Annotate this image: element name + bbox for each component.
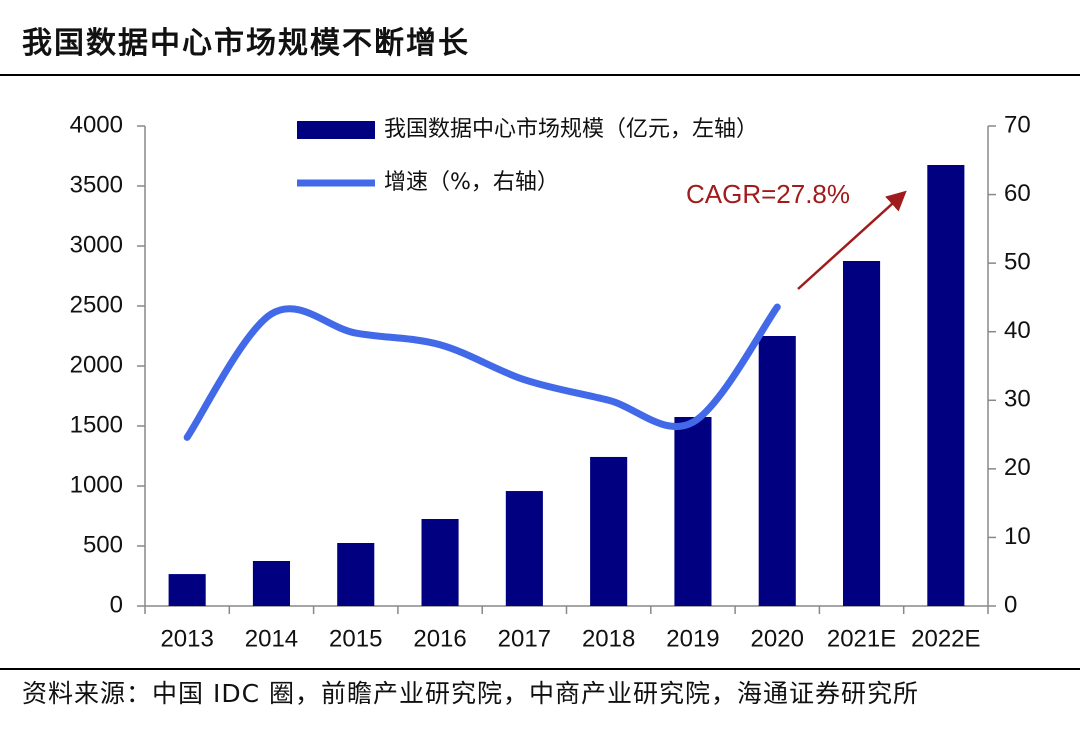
x-tick-label: 2020 (751, 625, 804, 652)
bar (843, 261, 881, 606)
y-tick-label: 500 (83, 531, 123, 558)
bar (758, 336, 796, 606)
growth-line (183, 303, 781, 441)
y2-tick-label: 60 (1004, 180, 1031, 207)
y2-tick-label: 0 (1004, 591, 1017, 618)
x-tick-label: 2021E (827, 625, 896, 652)
x-tick-label: 2018 (582, 625, 635, 652)
y-tick-label: 1500 (70, 411, 123, 438)
source-note: 资料来源：中国 IDC 圈，前瞻产业研究院，中商产业研究院，海通证券研究所 (22, 679, 919, 708)
bar (505, 491, 543, 606)
x-tick-label: 2014 (245, 625, 298, 652)
legend-label: 增速（%，右轴） (384, 170, 559, 195)
y2-tick-label: 50 (1004, 248, 1031, 275)
bar (590, 456, 628, 606)
annotation-arrow (797, 190, 907, 290)
y2-tick-label: 70 (1004, 111, 1031, 138)
x-tick-label: 2015 (329, 625, 382, 652)
y-tick-label: 3000 (70, 231, 123, 258)
bar (421, 519, 459, 606)
y-tick-label: 1000 (70, 471, 123, 498)
x-tick-label: 2017 (498, 625, 551, 652)
y-tick-label: 0 (110, 591, 123, 618)
bar (674, 417, 712, 606)
bar (252, 561, 290, 606)
y2-tick-label: 40 (1004, 317, 1031, 344)
y2-tick-label: 10 (1004, 523, 1031, 550)
source-rule (0, 668, 1080, 670)
x-tick-label: 2022E (911, 625, 980, 652)
y-tick-label: 3500 (70, 171, 123, 198)
legend-swatch (297, 121, 375, 139)
y-tick-label: 2500 (70, 291, 123, 318)
y2-tick-label: 20 (1004, 454, 1031, 481)
bar (927, 165, 965, 606)
y2-tick-label: 30 (1004, 386, 1031, 413)
x-tick-label: 2019 (666, 625, 719, 652)
legend-label: 我国数据中心市场规模（亿元，左轴） (384, 117, 758, 142)
annotation: CAGR=27.8% (686, 179, 850, 209)
y-tick-label: 4000 (70, 111, 123, 138)
bar (337, 543, 375, 606)
chart-title: 我国数据中心市场规模不断增长 (22, 26, 470, 61)
x-tick-label: 2016 (413, 625, 466, 652)
y-tick-label: 2000 (70, 351, 123, 378)
title-rule (0, 74, 1080, 76)
x-tick-label: 2013 (160, 625, 213, 652)
bar (168, 574, 206, 606)
chart: CAGR=27.8% 05001000150020002500300035004… (70, 111, 1031, 652)
